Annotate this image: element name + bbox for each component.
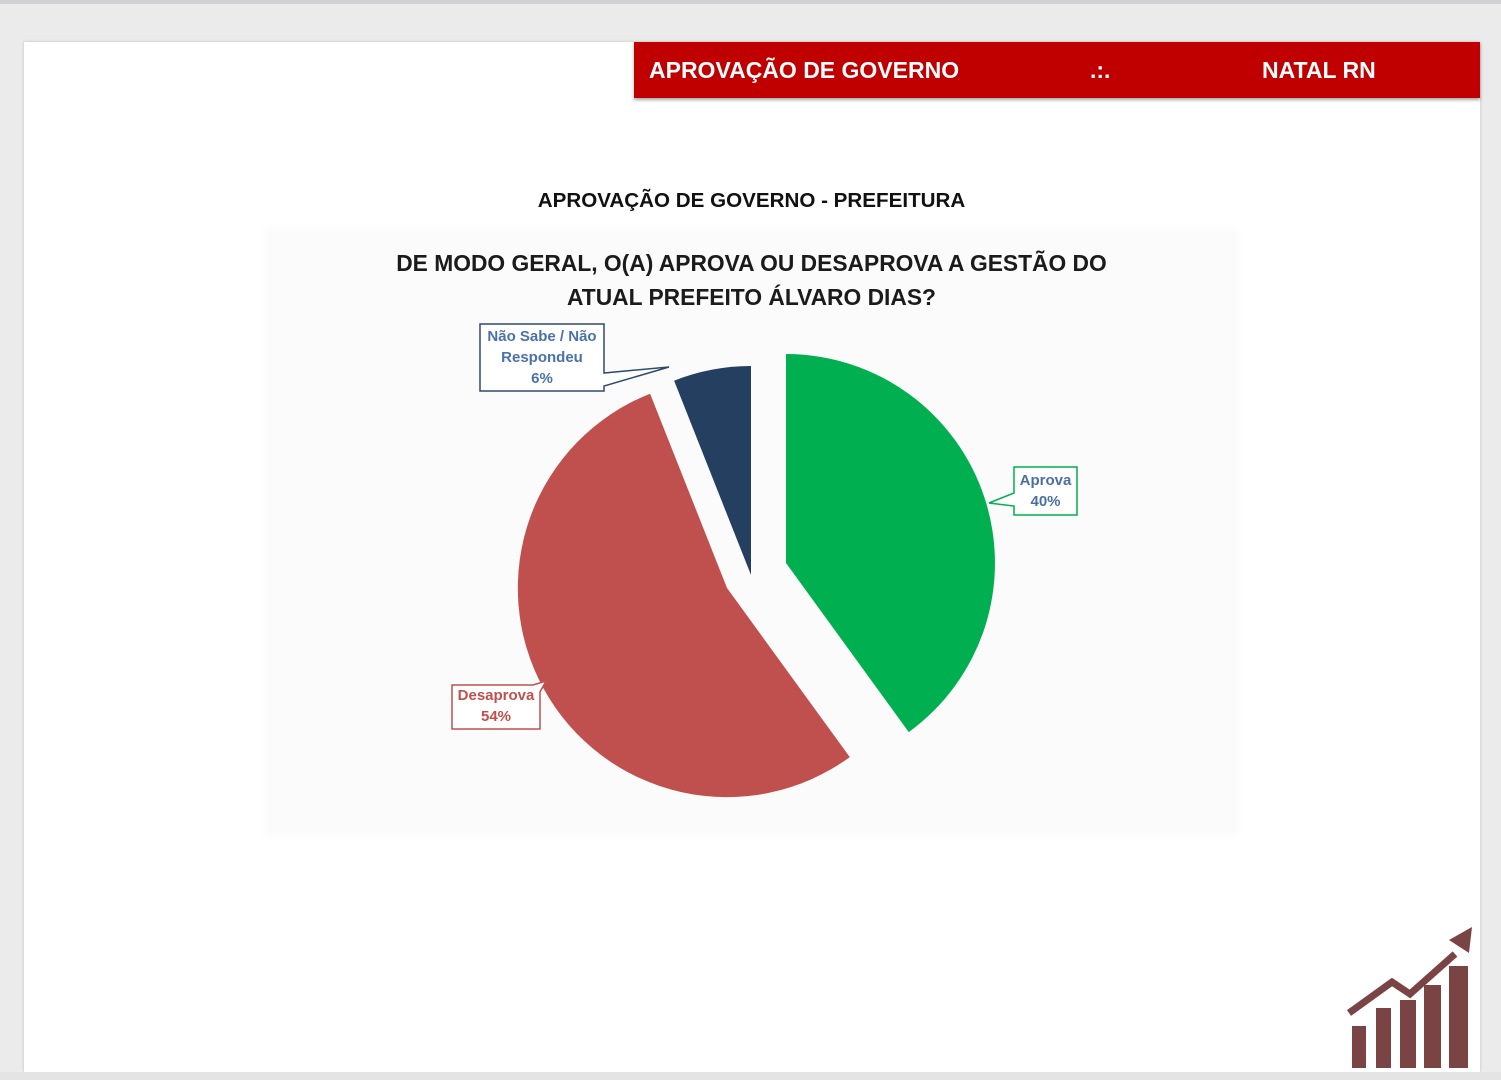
viewer-bottom-edge bbox=[0, 1072, 1501, 1080]
data-label-category: Não Sabe / Não Respondeu bbox=[487, 328, 597, 366]
chart-plot-area bbox=[268, 232, 1235, 832]
data-label-value: 54% bbox=[480, 708, 512, 725]
data-label-value: 6% bbox=[531, 370, 553, 387]
chart-title: APROVAÇÃO DE GOVERNO - PREFEITURA bbox=[537, 189, 966, 212]
data-label-nao-sabe: Não Sabe / Não Respondeu 6% bbox=[480, 326, 604, 389]
data-label-aprova: Aprova 40% bbox=[1014, 470, 1077, 512]
header-bar: APROVAÇÃO DE GOVERNO .:. NATAL RN bbox=[634, 42, 1480, 98]
data-label-desaprova: Desaprova 54% bbox=[452, 685, 540, 727]
header-title: APROVAÇÃO DE GOVERNO bbox=[649, 57, 960, 83]
header-separator: .:. bbox=[1090, 57, 1111, 83]
viewer-top-edge bbox=[0, 0, 1501, 4]
chart-question-line-2: ATUAL PREFEITO ÁLVARO DIAS? bbox=[567, 284, 936, 310]
header-location: NATAL RN bbox=[1262, 57, 1376, 83]
data-label-category: Aprova bbox=[1019, 472, 1072, 489]
chart-question-line-1: DE MODO GERAL, O(A) APROVA OU DESAPROVA … bbox=[396, 250, 1107, 276]
data-label-value: 40% bbox=[1030, 493, 1061, 510]
data-label-category: Desaprova bbox=[457, 687, 535, 704]
